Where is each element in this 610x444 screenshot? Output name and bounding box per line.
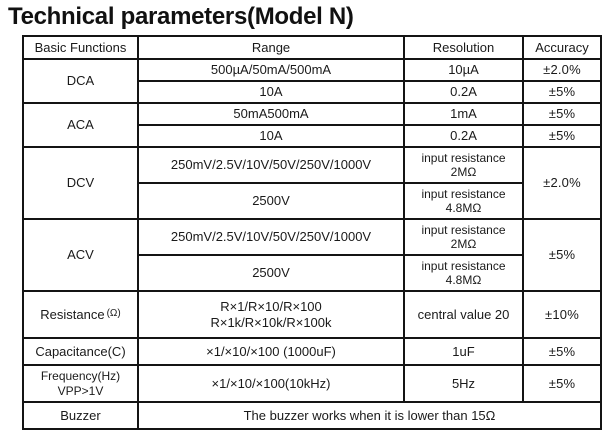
cell-dca-accuracy-2: ±5% [522,80,602,104]
cell-capacitance-accuracy: ±5% [522,337,602,366]
cell-dcv-resolution-2: input resistance 4.8MΩ [403,182,524,220]
cell-aca-resolution-2: 0.2A [403,124,524,148]
cell-resistance-accuracy: ±10% [522,290,602,339]
cell-dca-accuracy-1: ±2.0% [522,58,602,82]
cell-frequency-range: ×1/×10/×100(10kHz) [137,364,405,403]
cell-acv-resolution-1: input resistance 2MΩ [403,218,524,256]
cell-dca-range-1: 500µA/50mA/500mA [137,58,405,82]
cell-frequency-label: Frequency(Hz) VPP>1V [22,364,139,403]
table-header-row: Basic Functions Range Resolution Accurac… [22,35,602,60]
cell-frequency-accuracy: ±5% [522,364,602,403]
table-row-dca-1: DCA 500µA/50mA/500mA 10µA ±2.0% [22,58,602,104]
table-row-acv-1: ACV 250mV/2.5V/10V/50V/250V/1000V input … [22,218,602,292]
cell-buzzer-label: Buzzer [22,401,139,430]
resistance-unit: (Ω) [106,307,121,319]
cell-frequency-resolution: 5Hz [403,364,524,403]
col-header-resolution: Resolution [403,35,524,60]
cell-resistance-resolution: central value 20 [403,290,524,339]
cell-aca-resolution-1: 1mA [403,102,524,126]
cell-aca-label: ACA [22,102,139,148]
cell-capacitance-label: Capacitance(C) [22,337,139,366]
cell-aca-accuracy-2: ±5% [522,124,602,148]
cell-acv-label: ACV [22,218,139,292]
table-row-resistance: Resistance (Ω) R×1/R×10/R×100 R×1k/R×10k/… [22,290,602,339]
cell-dca-range-2: 10A [137,80,405,104]
table-row-acv-2: 2500V input resistance 4.8MΩ [23,254,601,292]
cell-dca-label: DCA [22,58,139,104]
col-header-basic-functions: Basic Functions [22,35,139,60]
table-row-aca-1: ACA 50mA500mA 1mA ±5% [22,102,602,148]
table-row-aca-2: 10A 0.2A ±5% [23,124,602,148]
cell-buzzer-note: The buzzer works when it is lower than 1… [137,401,602,430]
col-header-range: Range [137,35,405,60]
table-row-dca-2: 10A 0.2A ±5% [23,80,602,104]
table-row-frequency: Frequency(Hz) VPP>1V ×1/×10/×100(10kHz) … [22,364,602,403]
table-row-dcv-1: DCV 250mV/2.5V/10V/50V/250V/1000V input … [22,146,602,220]
cell-aca-range-2: 10A [137,124,405,148]
cell-capacitance-resolution: 1uF [403,337,524,366]
cell-capacitance-range: ×1/×10/×100 (1000uF) [137,337,405,366]
cell-dcv-range-2: 2500V [137,182,405,220]
cell-resistance-label: Resistance (Ω) [22,290,139,339]
col-header-accuracy: Accuracy [522,35,602,60]
cell-dcv-resolution-1: input resistance 2MΩ [403,146,524,184]
cell-acv-range-2: 2500V [137,254,405,292]
table-row-dcv-2: 2500V input resistance 4.8MΩ [23,182,601,220]
table-row-capacitance: Capacitance(C) ×1/×10/×100 (1000uF) 1uF … [22,337,602,366]
cell-dca-resolution-1: 10µA [403,58,524,82]
cell-acv-resolution-2: input resistance 4.8MΩ [403,254,524,292]
cell-acv-accuracy: ±5% [522,218,602,292]
cell-resistance-range: R×1/R×10/R×100 R×1k/R×10k/R×100k [137,290,405,339]
table-row-buzzer: Buzzer The buzzer works when it is lower… [22,401,602,430]
cell-dcv-accuracy: ±2.0% [522,146,602,220]
cell-dcv-range-1: 250mV/2.5V/10V/50V/250V/1000V [137,146,405,184]
cell-dca-resolution-2: 0.2A [403,80,524,104]
cell-aca-range-1: 50mA500mA [137,102,405,126]
page-title: Technical parameters(Model N) [8,3,354,30]
cell-dcv-label: DCV [22,146,139,220]
technical-parameters-table: Basic Functions Range Resolution Accurac… [22,35,602,430]
cell-acv-range-1: 250mV/2.5V/10V/50V/250V/1000V [137,218,405,256]
cell-aca-accuracy-1: ±5% [522,102,602,126]
